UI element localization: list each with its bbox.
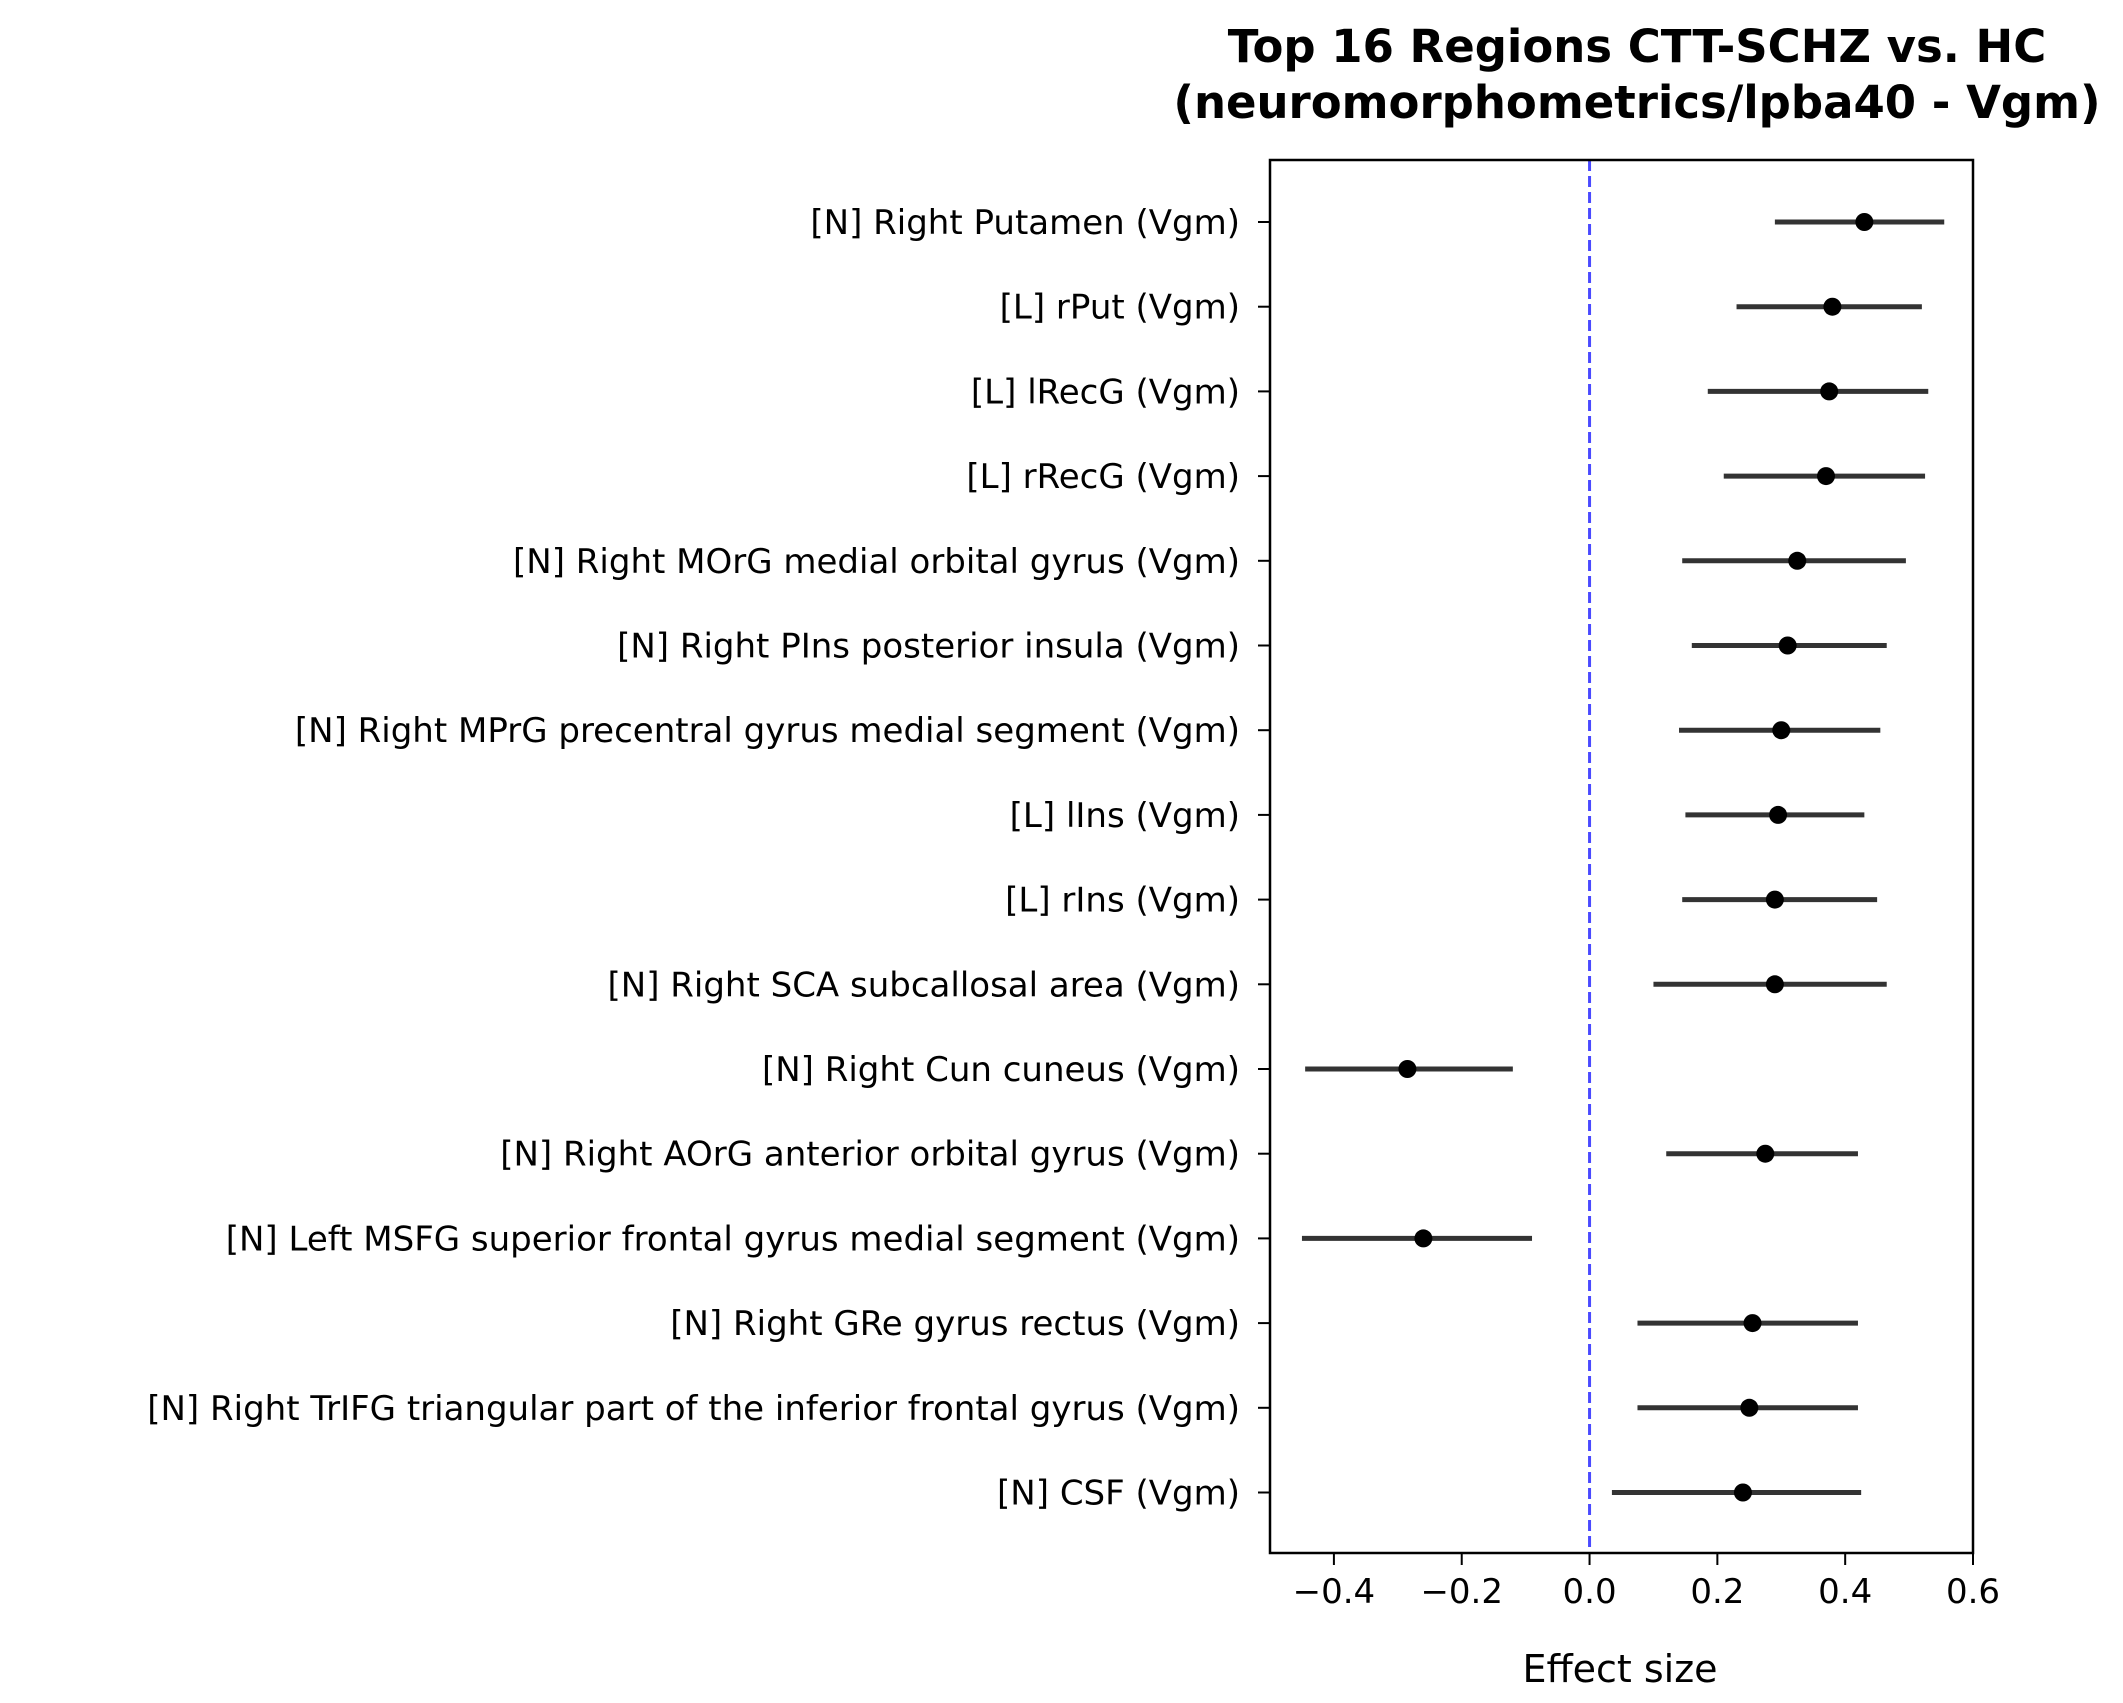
effect-point	[1778, 636, 1797, 655]
effect-point	[1772, 721, 1791, 740]
y-tick-label: [N] Right SCA subcallosal area (Vgm)	[608, 965, 1241, 1005]
y-tick-label: [N] Right AOrG anterior orbital gyrus (V…	[500, 1135, 1240, 1175]
x-tick-label: 0.6	[1946, 1572, 2000, 1612]
effect-point	[1769, 805, 1788, 824]
y-tick-label: [L] rIns (Vgm)	[1005, 881, 1240, 921]
effect-point	[1823, 297, 1842, 316]
x-tick-label: −0.2	[1420, 1572, 1503, 1612]
effect-point	[1855, 213, 1874, 231]
y-tick-label: [N] Right TrIFG triangular part of the i…	[147, 1389, 1240, 1429]
effect-point	[1817, 467, 1836, 486]
effect-point	[1765, 975, 1784, 994]
effect-point	[1414, 1229, 1433, 1248]
chart-title-line2: (neuromorphometrics/lpba40 - Vgm)	[1173, 76, 2100, 129]
effect-point	[1788, 551, 1807, 570]
y-tick-label: [L] rPut (Vgm)	[1000, 288, 1240, 328]
y-tick-label: [L] lRecG (Vgm)	[971, 372, 1240, 412]
y-tick-label: [N] Left MSFG superior frontal gyrus med…	[226, 1219, 1240, 1259]
x-tick-label: 0.2	[1690, 1572, 1744, 1612]
effect-point	[1743, 1314, 1762, 1333]
effect-point	[1733, 1483, 1752, 1502]
y-tick-label: [L] rRecG (Vgm)	[966, 457, 1240, 497]
effect-point	[1765, 890, 1784, 909]
y-tick-label: [N] Right Cun cuneus (Vgm)	[762, 1050, 1240, 1090]
x-tick-label: −0.4	[1293, 1572, 1376, 1612]
effect-point	[1740, 1398, 1759, 1417]
y-tick-label: [N] Right Putamen (Vgm)	[810, 203, 1240, 243]
x-axis-label: Effect size	[1522, 1647, 1717, 1691]
x-tick-label: 0.0	[1563, 1572, 1617, 1612]
x-tick-label: 0.4	[1818, 1572, 1872, 1612]
plot-frame	[1268, 158, 1975, 1555]
effect-point	[1820, 382, 1839, 401]
y-tick-label: [N] Right MOrG medial orbital gyrus (Vgm…	[513, 542, 1240, 582]
y-tick-label: [N] Right GRe gyrus rectus (Vgm)	[670, 1304, 1240, 1344]
y-tick-label: [L] lIns (Vgm)	[1010, 796, 1240, 836]
chart-title-line1: Top 16 Regions CTT-SCHZ vs. HC	[1228, 20, 2046, 73]
plot-area: [N] Right Putamen (Vgm) [L] rPut (Vgm) [L]…	[147, 158, 2000, 1612]
y-tick-label: [N] Right MPrG precentral gyrus medial s…	[295, 711, 1240, 751]
effect-point	[1756, 1144, 1775, 1163]
y-tick-label: [N] Right PIns posterior insula (Vgm)	[617, 627, 1240, 667]
y-tick-label: [N] CSF (Vgm)	[997, 1474, 1240, 1514]
effect-point	[1398, 1060, 1417, 1078]
